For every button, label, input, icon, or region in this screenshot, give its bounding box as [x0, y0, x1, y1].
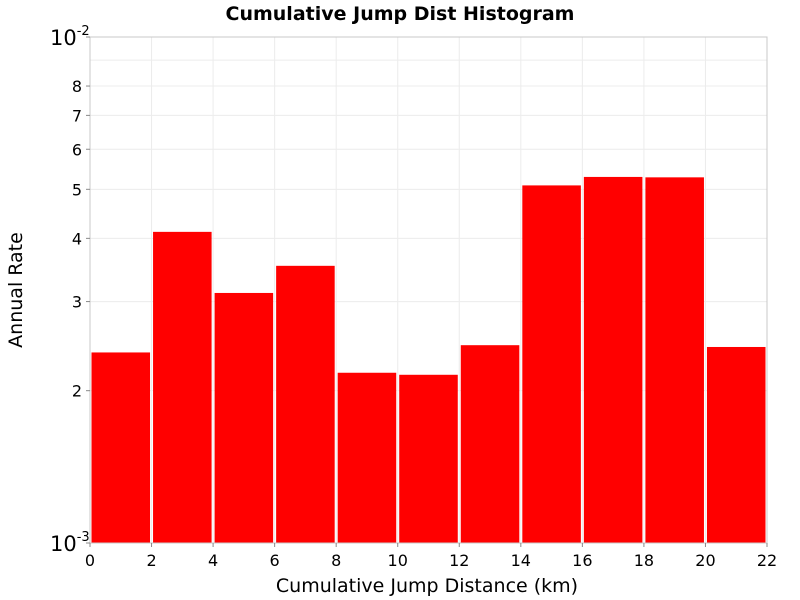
- y-decade-exponent: -2: [77, 24, 90, 39]
- bar-bin-8: [583, 176, 643, 543]
- x-tick-label: 16: [572, 551, 592, 570]
- x-tick-label: 0: [85, 551, 95, 570]
- bar-bin-2: [214, 292, 274, 543]
- y-tick-label: 8: [72, 77, 82, 96]
- x-tick-label: 18: [634, 551, 654, 570]
- y-axis-label: Annual Rate: [5, 232, 27, 348]
- bar-bin-0: [91, 352, 151, 543]
- bar-bin-5: [399, 374, 458, 543]
- y-tick-label: 7: [72, 106, 82, 125]
- bar-bin-10: [706, 346, 766, 543]
- bars: [91, 176, 766, 544]
- x-tick-label: 14: [511, 551, 531, 570]
- x-tick-label: 8: [331, 551, 341, 570]
- bar-bin-9: [645, 177, 704, 543]
- x-axis-label: Cumulative Jump Distance (km): [276, 575, 578, 597]
- x-axis-ticks: 0 2 4 6 8 10 12 14 16 18 20 22: [85, 543, 777, 570]
- x-tick-label: 4: [208, 551, 218, 570]
- bar-bin-3: [276, 265, 335, 543]
- bar-bin-6: [460, 345, 520, 543]
- x-tick-label: 20: [695, 551, 715, 570]
- bar-bin-7: [522, 185, 581, 543]
- x-tick-label: 2: [146, 551, 156, 570]
- y-tick-label: 5: [72, 180, 82, 199]
- y-tick-label: 4: [72, 229, 82, 248]
- plot-frame: [89, 36, 768, 544]
- y-decade-label: 10-2: [50, 24, 90, 50]
- y-tick-label: 3: [72, 293, 82, 312]
- bar-bin-4: [337, 372, 397, 543]
- y-decade-label: 10-3: [50, 530, 90, 556]
- y-tick-label: 6: [72, 140, 82, 159]
- chart-title: Cumulative Jump Dist Histogram: [226, 3, 575, 25]
- x-tick-label: 6: [270, 551, 280, 570]
- y-tick-label: 2: [72, 382, 82, 401]
- x-tick-label: 10: [388, 551, 408, 570]
- x-tick-label: 22: [757, 551, 777, 570]
- bar-bin-1: [153, 231, 212, 544]
- y-axis-ticks: 2 3 4 5 6 7 8 10-3 10-2: [50, 24, 90, 556]
- x-tick-label: 12: [449, 551, 469, 570]
- y-decade-exponent: -3: [77, 530, 90, 545]
